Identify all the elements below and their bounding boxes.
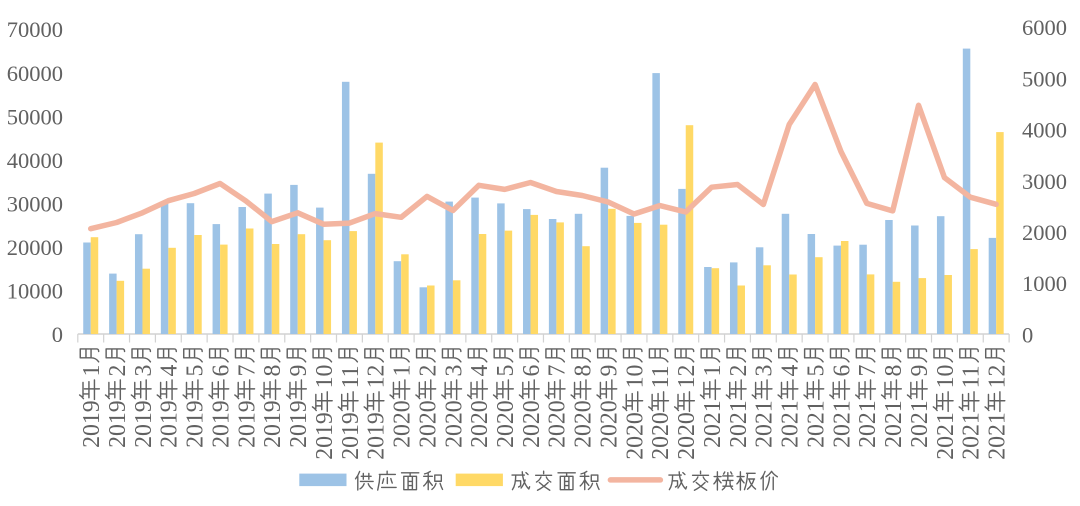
svg-text:2: 2 (105, 365, 131, 377)
svg-text:2021: 2021 (829, 400, 855, 448)
svg-text:12: 12 (674, 365, 700, 389)
svg-text:12: 12 (364, 365, 390, 389)
svg-text:8: 8 (881, 365, 907, 377)
svg-text:2000: 2000 (1022, 220, 1067, 245)
svg-text:20000: 20000 (7, 235, 63, 260)
svg-text:4: 4 (467, 365, 493, 377)
svg-text:7: 7 (855, 365, 881, 377)
svg-text:10000: 10000 (7, 279, 63, 304)
svg-text:2021: 2021 (700, 400, 726, 448)
svg-text:1: 1 (79, 365, 105, 377)
svg-text:1: 1 (390, 365, 416, 377)
svg-text:8: 8 (571, 365, 597, 377)
svg-text:2021: 2021 (803, 400, 829, 448)
svg-text:3: 3 (131, 365, 157, 377)
svg-text:3000: 3000 (1022, 169, 1067, 194)
svg-text:50000: 50000 (7, 104, 63, 129)
svg-text:2019: 2019 (183, 400, 209, 448)
svg-text:60000: 60000 (7, 61, 63, 86)
svg-text:9: 9 (286, 365, 312, 377)
svg-text:10: 10 (312, 365, 338, 389)
svg-text:6: 6 (208, 365, 234, 377)
svg-text:2: 2 (726, 365, 752, 377)
svg-text:11: 11 (959, 365, 985, 388)
svg-text:2020: 2020 (467, 400, 493, 448)
svg-text:2020: 2020 (545, 400, 571, 448)
svg-text:1000: 1000 (1022, 271, 1067, 296)
svg-text:30000: 30000 (7, 191, 63, 216)
svg-text:1: 1 (700, 365, 726, 377)
svg-text:2019: 2019 (105, 400, 131, 448)
svg-text:2019: 2019 (260, 400, 286, 448)
svg-text:2020: 2020 (415, 400, 441, 448)
svg-text:9: 9 (596, 365, 622, 377)
svg-text:11: 11 (338, 365, 364, 388)
svg-text:2019: 2019 (364, 412, 390, 460)
svg-text:4: 4 (157, 365, 183, 377)
svg-text:10: 10 (622, 365, 648, 389)
svg-text:3: 3 (752, 365, 778, 377)
svg-text:2020: 2020 (648, 412, 674, 460)
svg-text:8: 8 (260, 365, 286, 377)
svg-text:70000: 70000 (7, 17, 63, 42)
svg-text:6: 6 (829, 365, 855, 377)
svg-text:2020: 2020 (571, 400, 597, 448)
svg-text:5: 5 (803, 365, 829, 377)
svg-text:2019: 2019 (157, 400, 183, 448)
svg-text:5000: 5000 (1022, 66, 1067, 91)
svg-text:2020: 2020 (622, 412, 648, 460)
svg-text:2021: 2021 (959, 412, 985, 460)
svg-text:2019: 2019 (234, 400, 260, 448)
svg-text:2020: 2020 (519, 400, 545, 448)
svg-text:0: 0 (1022, 322, 1033, 347)
svg-text:2021: 2021 (881, 400, 907, 448)
svg-text:2020: 2020 (596, 400, 622, 448)
svg-text:2020: 2020 (674, 412, 700, 460)
svg-text:12: 12 (985, 365, 1011, 389)
svg-text:3: 3 (441, 365, 467, 377)
svg-text:6000: 6000 (1022, 15, 1067, 40)
svg-text:2019: 2019 (79, 400, 105, 448)
svg-text:7: 7 (545, 365, 571, 377)
svg-text:2019: 2019 (208, 400, 234, 448)
svg-text:2021: 2021 (985, 412, 1011, 460)
svg-text:5: 5 (183, 365, 209, 377)
svg-text:2021: 2021 (752, 400, 778, 448)
svg-text:2020: 2020 (441, 400, 467, 448)
svg-text:11: 11 (648, 365, 674, 388)
svg-text:40000: 40000 (7, 148, 63, 173)
svg-text:2021: 2021 (855, 400, 881, 448)
svg-text:6: 6 (519, 365, 545, 377)
svg-text:4000: 4000 (1022, 118, 1067, 143)
svg-text:10: 10 (933, 365, 959, 389)
svg-text:0: 0 (52, 322, 63, 347)
svg-text:2019: 2019 (131, 400, 157, 448)
svg-text:2019: 2019 (312, 412, 338, 460)
svg-text:2020: 2020 (493, 400, 519, 448)
svg-text:2019: 2019 (286, 400, 312, 448)
svg-text:2021: 2021 (933, 412, 959, 460)
svg-text:2019: 2019 (338, 412, 364, 460)
svg-text:2020: 2020 (390, 400, 416, 448)
svg-text:9: 9 (907, 365, 933, 377)
svg-text:7: 7 (234, 365, 260, 377)
svg-text:2021: 2021 (907, 400, 933, 448)
svg-text:5: 5 (493, 365, 519, 377)
svg-text:2021: 2021 (778, 400, 804, 448)
svg-text:4: 4 (778, 365, 804, 377)
svg-text:2021: 2021 (726, 400, 752, 448)
svg-text:2: 2 (415, 365, 441, 377)
